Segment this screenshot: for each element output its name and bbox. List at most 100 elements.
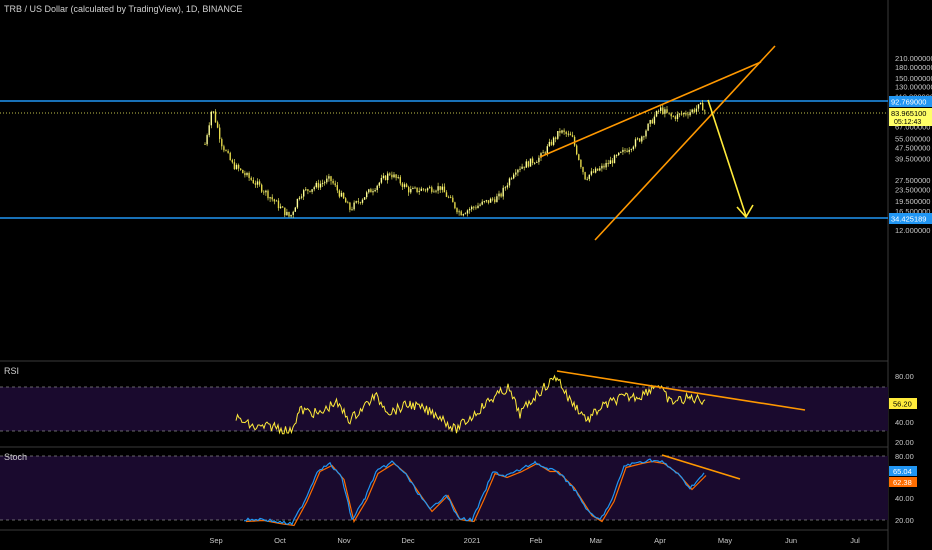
candle-body [536,162,538,163]
candle-body [431,187,433,192]
time-tick-label: Jun [785,536,797,545]
candle-body [546,146,548,154]
candle-body [204,144,206,145]
candle-body [582,167,584,173]
wedge-lower-trendline[interactable] [594,45,776,241]
candle-body [389,173,391,175]
candle-body [212,111,215,113]
candle-body [508,178,511,186]
candle-body [670,113,672,117]
candle-body [363,197,366,200]
candle-body [338,190,341,197]
candle-body [613,155,616,164]
candle-body [290,214,292,217]
candle-body [500,193,502,197]
candle-body [261,184,263,192]
candle-body [317,182,320,188]
candle-body [441,186,443,190]
candle-body [699,102,702,105]
candle-body [519,168,521,170]
candle-body [643,136,645,138]
time-tick-label: Mar [590,536,603,545]
candle-body [674,116,677,119]
candle-body [372,191,374,193]
candle-body [691,109,693,113]
candle-body [609,160,611,164]
rsi-divergence-line[interactable] [556,370,806,411]
projection-arrow[interactable] [707,99,747,217]
candle-body [292,211,294,215]
candle-body [544,152,546,154]
stoch-tick-20: 20.00 [895,516,914,525]
candle-body [305,189,307,191]
candle-body [693,109,695,112]
candle-body [340,192,343,197]
candle-body [697,104,700,109]
projection-arrowhead [736,204,754,219]
candle-body [349,202,351,210]
time-axis[interactable]: Sep Oct Nov Dec 2021 Feb Mar Apr May Jun Jul [209,536,860,545]
candle-body [300,196,303,198]
candle-body [424,189,427,191]
time-tick-label: Sep [209,536,222,545]
candle-body [435,190,437,192]
candle-body [321,183,324,184]
candle-body [347,202,349,204]
candle-body [599,168,601,171]
candle-body [523,166,525,168]
candle-body [250,177,252,180]
candle-body [414,187,416,189]
candle-body [477,205,479,209]
candle-body [580,160,582,167]
candle-body [672,116,674,118]
candle-body [618,152,620,156]
candle-body [319,183,322,188]
price-tick-label: 67.000000 [895,123,930,132]
candle-body [210,111,212,126]
candle-body [510,178,513,180]
price-tick-label: 16.500000 [895,207,930,216]
candle-body [620,151,622,153]
candle-body [573,136,576,146]
candle-body [529,158,532,167]
candle-body [206,135,208,145]
candle-body [462,214,464,216]
candle-body [594,168,597,173]
candle-body [704,110,706,112]
candle-body [342,192,345,199]
wedge-upper-trendline[interactable] [539,61,762,158]
candle-body [655,111,658,117]
stoch-d-badge [889,477,917,487]
candle-body [242,170,244,174]
candle-body [639,138,641,142]
candle-body [561,130,563,133]
candle-body [208,125,210,136]
candle-body [513,174,515,179]
candle-body [288,211,290,217]
stoch-d-label: 62.38 [893,478,912,487]
candle-body [429,187,431,189]
candle-body [666,109,668,113]
price-tick-label: 23.500000 [895,186,930,195]
candle-body [353,202,355,210]
candle-body [538,157,540,163]
candle-body [248,173,250,178]
candle-body [355,201,357,203]
candle-body [651,120,653,124]
candle-body [464,213,467,215]
candle-body [447,196,450,198]
candle-body [517,169,519,173]
candle-body [588,174,590,179]
stoch-divergence-line[interactable] [661,454,741,480]
candle-body [233,162,236,170]
candle-body [473,206,475,208]
stoch-tick-80: 80.00 [895,452,914,461]
candle-body [664,109,666,114]
candle-body [439,186,441,190]
candle-body [412,188,414,189]
candle-body [426,188,429,191]
candle-body [683,113,685,115]
price-tick-label: 27.500000 [895,176,930,185]
